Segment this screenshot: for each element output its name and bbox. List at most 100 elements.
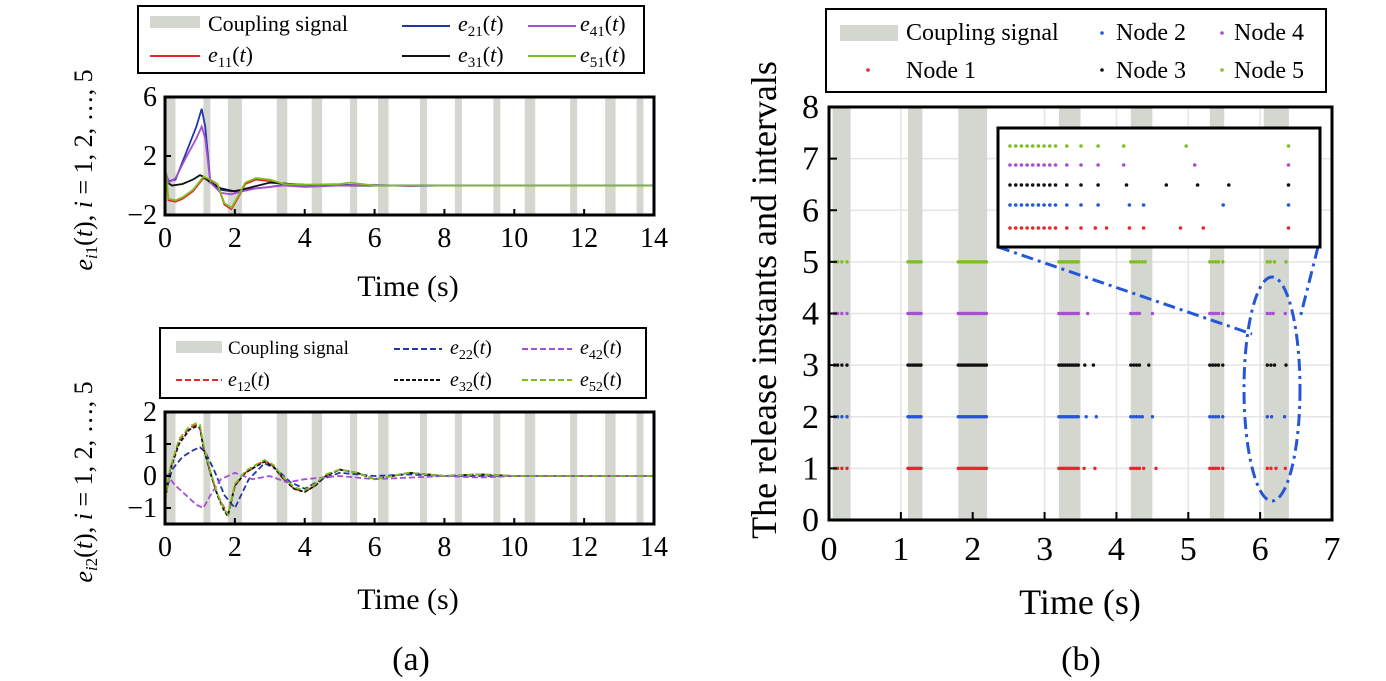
inset-point-node-2 — [1048, 203, 1052, 207]
release-point-node-3 — [1265, 363, 1270, 367]
release-point-node-5 — [840, 260, 844, 264]
x-axis-label-b: Time (s) — [1019, 582, 1141, 622]
inset-point-node-4 — [1048, 163, 1052, 167]
x-tick-label: 6 — [368, 223, 382, 254]
inset-point-node-3 — [1096, 183, 1100, 187]
coupling-band — [454, 412, 462, 524]
legend-a-bottom: Coupling signal e12(t) e22(t) e32(t) e42… — [159, 327, 647, 399]
release-point-node-1 — [1076, 466, 1081, 471]
inset-point-node-3 — [1008, 183, 1012, 187]
legend-swatch-node4 — [1220, 31, 1224, 35]
inset-point-node-4 — [1192, 163, 1197, 167]
x-tick-label: 7 — [1324, 531, 1341, 568]
coupling-band — [227, 97, 242, 215]
series-line-e51t — [165, 164, 654, 209]
panel-a-bottom: Coupling signal e12(t) e22(t) e32(t) e42… — [69, 327, 668, 616]
plot-frame-a-bottom — [163, 410, 656, 526]
release-point-node-4 — [1283, 311, 1288, 316]
release-point-node-5 — [919, 260, 923, 264]
x-tick-label: 4 — [1108, 531, 1125, 568]
release-point-node-2 — [1265, 415, 1270, 419]
release-point-node-2 — [984, 415, 989, 419]
legend-swatch-node5 — [1220, 68, 1224, 72]
release-point-node-1 — [1221, 466, 1225, 471]
coupling-band — [419, 97, 427, 215]
release-point-node-2 — [1094, 415, 1099, 419]
inset-point-node-4 — [1065, 163, 1069, 167]
release-point-node-4 — [1268, 311, 1272, 316]
y-tick-label: 0 — [143, 461, 157, 492]
inset-point-node-5 — [1053, 144, 1058, 148]
inset-point-node-4 — [1042, 163, 1046, 167]
inset-point-node-1 — [1079, 226, 1083, 230]
release-point-node-3 — [1134, 363, 1139, 367]
release-point-node-2 — [840, 415, 844, 419]
inset-point-node-4 — [1019, 163, 1024, 167]
legend-label-e12: e12(t) — [228, 369, 270, 395]
inset-point-node-1 — [1104, 226, 1109, 230]
inset-point-node-2 — [1079, 203, 1083, 207]
inset-point-node-3 — [1025, 183, 1029, 187]
inset-point-node-5 — [1019, 144, 1024, 148]
y-tick-label: 4 — [802, 296, 819, 333]
release-point-node-4 — [919, 311, 923, 316]
x-ticks-a-bottom: 0 2 4 6 8 10 12 14 — [158, 518, 668, 563]
inset-point-node-1 — [1178, 226, 1183, 230]
release-point-node-2 — [1076, 415, 1081, 419]
y-tick-label: 2 — [143, 397, 157, 428]
x-axis-label-a-bottom: Time (s) — [357, 583, 458, 616]
coupling-band — [524, 97, 536, 215]
release-point-node-5 — [1216, 260, 1221, 264]
x-ticks-b: 0 1 2 3 4 5 6 7 — [821, 512, 1341, 568]
release-point-node-4 — [845, 311, 849, 316]
release-point-node-4 — [1265, 311, 1270, 316]
inset-point-node-4 — [1053, 163, 1058, 167]
release-point-node-2 — [1216, 415, 1221, 419]
release-point-node-1 — [1154, 466, 1158, 471]
release-point-node-3 — [1221, 363, 1225, 367]
release-point-node-3 — [919, 363, 923, 367]
inset-point-node-2 — [1042, 203, 1046, 207]
y-axis-label-a-top: ei1(t), i = 1, 2, …, 5 — [69, 69, 101, 270]
y-tick-label: 7 — [802, 141, 819, 178]
inset-point-node-5 — [1042, 144, 1046, 148]
release-point-node-3 — [1211, 363, 1215, 367]
legend-label-node3: Node 3 — [1116, 58, 1186, 84]
x-tick-label: 0 — [158, 223, 172, 254]
series-line-e22t — [165, 446, 654, 510]
release-point-node-3 — [1076, 363, 1081, 367]
y-tick-label: 5 — [802, 244, 819, 281]
x-tick-label: 6 — [368, 532, 382, 563]
inset-point-node-1 — [1141, 226, 1146, 230]
release-point-node-2 — [845, 415, 849, 419]
zoom-connector-left — [997, 245, 1253, 336]
release-point-node-4 — [1213, 311, 1218, 316]
inset-point-node-5 — [1036, 144, 1041, 148]
release-point-node-5 — [845, 260, 849, 264]
inset-point-node-3 — [1036, 183, 1041, 187]
legend-a-top: Coupling signal e11(t) e21(t) e31(t) e41… — [137, 5, 645, 74]
legend-swatch-node3 — [1100, 68, 1104, 72]
inset-point-node-4 — [1025, 163, 1029, 167]
inset-point-node-2 — [1065, 203, 1069, 207]
release-point-node-5 — [1213, 260, 1218, 264]
coupling-band — [570, 412, 578, 524]
inset-point-node-2 — [1053, 203, 1058, 207]
release-point-node-5 — [1134, 260, 1139, 264]
release-point-node-3 — [1083, 363, 1087, 367]
inset-point-node-1 — [1093, 226, 1098, 230]
release-point-node-4 — [1134, 311, 1139, 316]
release-point-node-4 — [1086, 311, 1090, 316]
release-point-node-3 — [1129, 363, 1133, 367]
coupling-band — [378, 97, 389, 215]
y-ticks-b: 0 1 2 3 4 5 6 7 8 — [802, 89, 837, 539]
legend-swatch-node2 — [1100, 31, 1104, 35]
x-tick-label: 0 — [821, 531, 838, 568]
x-tick-label: 14 — [640, 223, 668, 254]
release-point-node-5 — [1211, 260, 1215, 264]
legend-label-coupling-b: Coupling signal — [906, 20, 1059, 46]
inset-point-node-4 — [1286, 163, 1291, 167]
x-tick-label: 6 — [1252, 531, 1269, 568]
legend-label-node2: Node 2 — [1116, 20, 1186, 46]
